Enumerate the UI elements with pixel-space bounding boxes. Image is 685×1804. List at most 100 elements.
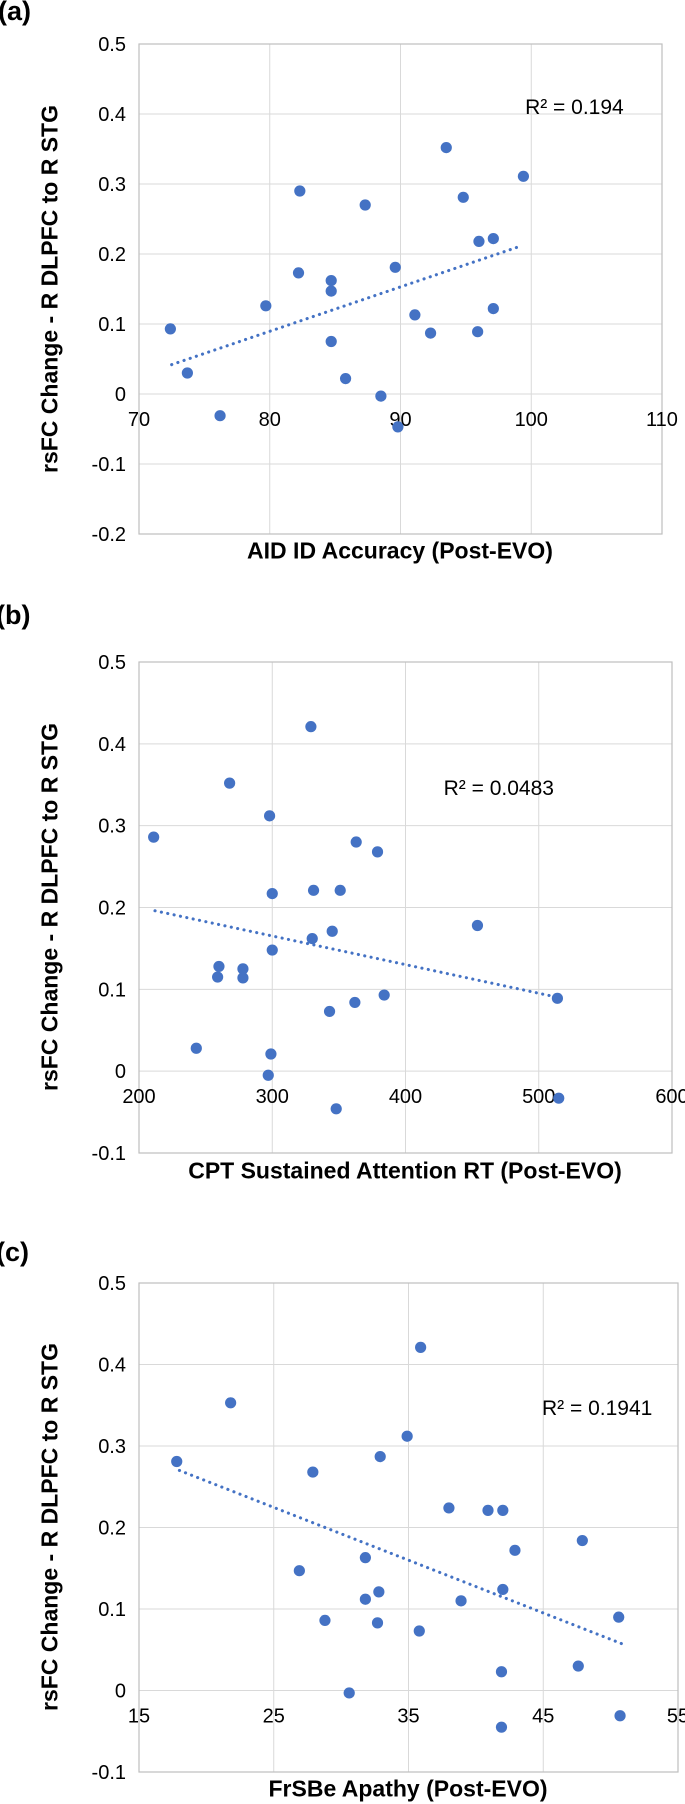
x-axis-title-b: CPT Sustained Attention RT (Post-EVO) xyxy=(188,1157,622,1184)
data-point xyxy=(614,1710,626,1722)
data-point xyxy=(266,887,278,900)
data-point xyxy=(473,235,485,247)
data-point xyxy=(307,1466,319,1478)
y-axis-tick-label: 0.5 xyxy=(98,652,126,674)
data-point xyxy=(455,1595,467,1607)
data-point xyxy=(325,335,337,348)
data-point xyxy=(495,1721,508,1733)
data-point xyxy=(424,327,437,339)
data-point xyxy=(613,1611,625,1623)
x-axis-tick-label: 300 xyxy=(256,1086,289,1108)
data-point xyxy=(237,963,249,975)
data-point xyxy=(517,170,530,182)
data-point xyxy=(330,1103,342,1115)
data-point xyxy=(359,199,371,211)
x-axis-tick-label: 15 xyxy=(128,1706,150,1728)
data-point xyxy=(319,1614,331,1627)
y-axis-tick-label: 0.2 xyxy=(98,898,126,920)
data-point xyxy=(392,421,404,433)
y-axis-tick-label: -0.1 xyxy=(92,454,126,476)
data-point xyxy=(224,777,236,789)
data-point xyxy=(181,367,193,379)
panel-label-b: (b) xyxy=(0,600,31,630)
x-axis-title-c: FrSBe Apathy (Post-EVO) xyxy=(268,1775,548,1802)
y-axis-tick-label: 0 xyxy=(115,1061,126,1083)
data-point xyxy=(415,1341,427,1353)
data-point xyxy=(225,1397,237,1409)
y-axis-tick-label: 0.1 xyxy=(98,314,126,336)
data-point xyxy=(212,971,224,983)
data-point xyxy=(375,390,387,402)
x-axis-title-a: AID ID Accuracy (Post-EVO) xyxy=(247,537,553,564)
trendline xyxy=(170,244,524,367)
y-axis-tick-label: 0.3 xyxy=(98,816,126,838)
data-point xyxy=(576,1534,588,1547)
data-point xyxy=(440,142,452,154)
y-axis-tick-label: 0.5 xyxy=(98,1273,126,1295)
y-axis-tick-label: 0.2 xyxy=(98,1518,126,1540)
data-point xyxy=(306,932,318,945)
data-point xyxy=(401,1430,413,1442)
data-point xyxy=(349,996,361,1009)
r-squared-annotation-c: R² = 0.1941 xyxy=(541,1397,653,1421)
y-axis-tick-label: 0.2 xyxy=(98,244,126,266)
x-axis-tick-label: 200 xyxy=(122,1086,155,1108)
data-point xyxy=(482,1504,494,1516)
data-point xyxy=(471,919,484,932)
data-point xyxy=(551,992,564,1004)
data-point xyxy=(339,373,352,385)
data-point xyxy=(213,960,225,973)
y-axis-tick-label: 0.4 xyxy=(98,1355,126,1377)
data-point xyxy=(164,323,176,335)
x-axis-tick-label: 45 xyxy=(532,1706,554,1728)
data-point xyxy=(325,285,337,297)
y-axis-title-b: rsFC Change - R DLPFC to R STG xyxy=(36,723,63,1091)
data-point xyxy=(389,261,401,273)
data-point xyxy=(266,944,278,956)
y-axis-tick-label: -0.1 xyxy=(92,1143,126,1165)
data-point xyxy=(263,810,276,822)
y-axis-tick-label: 0.5 xyxy=(98,34,126,56)
data-point xyxy=(509,1544,521,1556)
plot-border xyxy=(138,43,663,535)
x-axis-tick-label: 500 xyxy=(522,1086,555,1108)
y-axis-tick-label: 0.1 xyxy=(98,1599,126,1621)
x-axis-tick-label: 600 xyxy=(655,1086,685,1108)
y-axis-tick-label: 0.4 xyxy=(98,734,126,756)
data-point xyxy=(190,1042,202,1054)
data-point xyxy=(487,303,499,315)
data-point xyxy=(260,300,272,312)
data-point xyxy=(262,1069,274,1081)
data-point xyxy=(343,1687,355,1699)
data-point xyxy=(457,191,469,203)
data-point xyxy=(293,1565,305,1577)
data-point xyxy=(307,884,320,896)
x-axis-tick-label: 35 xyxy=(397,1706,419,1728)
data-point xyxy=(487,233,499,245)
trendline xyxy=(177,1468,629,1648)
x-axis-tick-label: 80 xyxy=(259,409,281,431)
data-point xyxy=(443,1502,455,1514)
data-point xyxy=(171,1455,183,1468)
data-point xyxy=(413,1625,425,1637)
data-point xyxy=(323,1005,336,1018)
data-point xyxy=(495,1666,508,1678)
y-axis-title-a: rsFC Change - R DLPFC to R STG xyxy=(36,105,63,473)
data-point xyxy=(265,1048,277,1060)
r-squared-annotation-a: R² = 0.194 xyxy=(525,96,624,120)
y-axis-tick-label: -0.1 xyxy=(92,1762,126,1784)
data-point xyxy=(292,267,305,279)
data-point xyxy=(325,275,337,287)
y-axis-tick-label: 0.1 xyxy=(98,979,126,1001)
data-point xyxy=(305,721,317,733)
data-point xyxy=(373,1586,385,1598)
y-axis-tick-label: 0.4 xyxy=(98,104,126,126)
y-axis-tick-label: 0.3 xyxy=(98,174,126,196)
data-point xyxy=(472,326,484,338)
x-axis-tick-label: 400 xyxy=(389,1086,422,1108)
data-point xyxy=(237,972,249,984)
x-axis-tick-label: 100 xyxy=(515,409,548,431)
trendline xyxy=(153,909,557,999)
